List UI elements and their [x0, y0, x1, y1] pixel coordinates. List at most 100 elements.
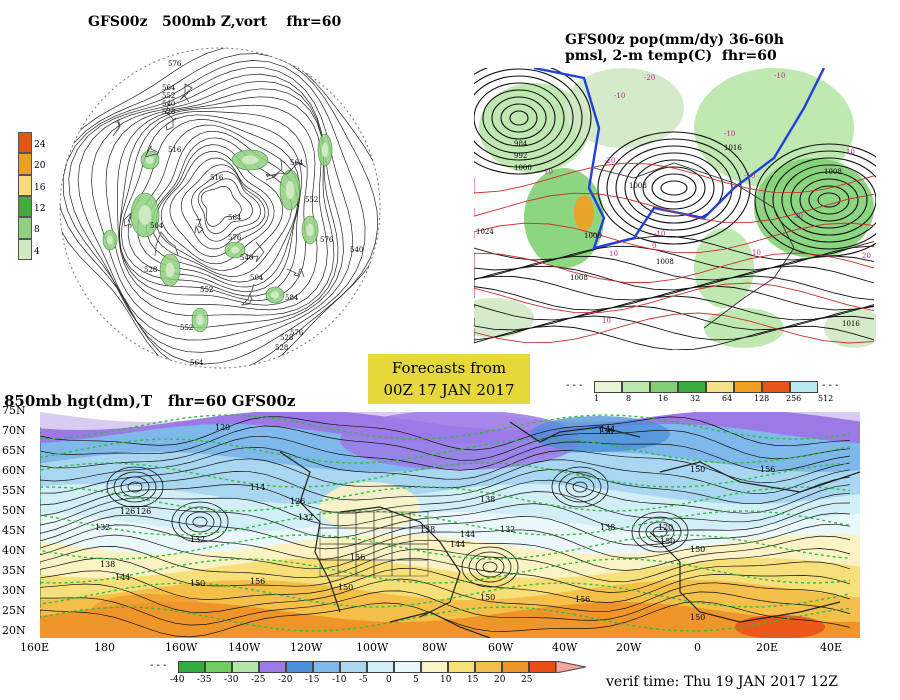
pop-colorbar-swatch [622, 381, 650, 393]
lat-label: 35N [2, 564, 26, 577]
temp-colorbar-swatch [232, 661, 259, 673]
pop-colorbar-swatch [650, 381, 678, 393]
vort-colorbar-tick: 20 [34, 161, 45, 171]
h850-height-label: 144 [450, 540, 465, 549]
h850-height-label: 150 [690, 465, 705, 474]
temp-colorbar-tick: 25 [521, 675, 532, 685]
pop-temp-label: -10 [774, 72, 785, 80]
pop-pressure-label: 1024 [476, 228, 494, 236]
h850-height-label: 126 [136, 507, 151, 516]
h850-height-label: 114 [250, 483, 265, 492]
lat-label: 25N [2, 604, 26, 617]
pop-colorbar-swatch [678, 381, 706, 393]
verif-time: verif time: Thu 19 JAN 2017 12Z [606, 674, 838, 690]
h850-height-label: 150 [480, 593, 495, 602]
pop-temp-label: 10 [752, 249, 761, 257]
temp-colorbar-tick: 10 [440, 675, 451, 685]
lon-label: 160E [20, 641, 49, 654]
z500-contour-label: 540 [162, 100, 175, 108]
vort-colorbar [18, 132, 32, 260]
temp-colorbar-tick: -15 [305, 675, 320, 685]
lon-axis-labels: 160E 180 160W 140W 120W 100W 80W 60W 40W 20W 0 20E 4… [20, 641, 880, 657]
vort-colorbar-swatch [18, 132, 32, 153]
temp-colorbar [178, 661, 556, 673]
temp-colorbar-swatch [367, 661, 394, 673]
pop-colorbar-left-arrow: - - - [566, 380, 583, 391]
h850-height-label: 132 [298, 513, 313, 522]
forecast-init-box: Forecasts from 00Z 17 JAN 2017 [368, 354, 530, 404]
z500-contour-label: 552 [200, 286, 213, 294]
pop-colorbar-right-arrow: - - - [822, 380, 839, 391]
lon-label: 40E [820, 641, 842, 654]
pop-pressure-label: 1008 [656, 258, 674, 266]
z500-contour-label: 504 [150, 222, 164, 230]
z500-contour-label: 576 [228, 234, 242, 242]
lat-label: 60N [2, 464, 26, 477]
pop-pressure-label: 1008 [570, 274, 588, 282]
pop-temp-label: 10 [602, 317, 611, 325]
temp-colorbar-swatch [205, 661, 232, 673]
pop-colorbar-tick: 512 [818, 394, 833, 403]
pop-temp-label: 10 [846, 148, 855, 156]
temp-colorbar-tick: 0 [386, 675, 392, 685]
lon-label: 0 [694, 641, 701, 654]
pop-temp-label: 20 [862, 252, 871, 260]
h850-height-label: 156 [350, 553, 365, 562]
vort-colorbar-tick: 8 [34, 225, 40, 235]
temp-colorbar-arrow [556, 661, 586, 673]
h850-height-label: 120 [658, 523, 673, 532]
h850-height-label: 156 [250, 577, 265, 586]
h850-height-label: 150 [338, 583, 353, 592]
pop-colorbar-tick: 32 [690, 394, 700, 403]
lat-label: 50N [2, 504, 26, 517]
z500-contour-label: 528 [144, 266, 157, 274]
z500-contour-label: 564 [162, 84, 176, 92]
z500-contour-label: 540 [350, 246, 363, 254]
h850-height-label: 150 [660, 537, 675, 546]
z500-contour-label: 584 [285, 294, 299, 302]
temp-colorbar-swatch [286, 661, 313, 673]
h850-height-label: 150 [690, 613, 705, 622]
pop-colorbar-swatch [594, 381, 622, 393]
h850-height-label: 138 [420, 525, 435, 534]
pop-temp-label: 10 [544, 168, 553, 176]
pop-temp-label: 10 [609, 250, 618, 258]
temp-colorbar-swatch [475, 661, 502, 673]
lat-label: 20N [2, 624, 26, 637]
pop-colorbar-swatch [734, 381, 762, 393]
z500-polar-map: 5765645525405285165045285525645765405525… [50, 40, 390, 375]
pop-temp-label: 0 [652, 242, 656, 250]
pop-temp-label: -20 [604, 157, 615, 165]
lat-label: 65N [2, 444, 26, 457]
pop-temp-label: 20 [794, 212, 803, 220]
h850-height-label: 120 [215, 423, 230, 432]
pop-pressure-label: 1016 [842, 320, 860, 328]
pop-pressure-label: 984 [514, 140, 528, 148]
lon-label: 80W [422, 641, 447, 654]
z500-contour-label: 528 [162, 108, 175, 116]
lon-label: 180 [94, 641, 115, 654]
pop-pressure-label: 1016 [724, 144, 742, 152]
temp-colorbar-tick: -40 [170, 675, 185, 685]
vort-colorbar-tick: 12 [34, 204, 45, 214]
pop-colorbar-swatch [762, 381, 790, 393]
pop-pmsl-map: 984 992 1000 1024 1008 1016 1008 1008 1000 1008 10… [474, 68, 876, 350]
temp-colorbar-tick: -30 [224, 675, 239, 685]
vort-colorbar-swatch [18, 196, 32, 217]
pop-colorbar [594, 381, 818, 393]
vort-colorbar-tick: 16 [34, 183, 45, 193]
temp-colorbar-swatch [259, 661, 286, 673]
temp-colorbar-swatch [502, 661, 529, 673]
vort-colorbar-swatch [18, 217, 32, 238]
lat-label: 40N [2, 544, 26, 557]
vort-colorbar-tick: 24 [34, 140, 45, 150]
temp-colorbar-tick: -25 [251, 675, 266, 685]
pop-temp-label: -10 [724, 130, 735, 138]
z500-contour-label: 528 [280, 334, 293, 342]
lon-label: 20E [756, 641, 778, 654]
z500-contour-label: 576 [168, 60, 182, 68]
temp-colorbar-tick: 15 [467, 675, 478, 685]
z500-contour-label: 516 [168, 146, 182, 154]
temp-colorbar-swatch [178, 661, 205, 673]
lon-label: 100W [356, 641, 388, 654]
